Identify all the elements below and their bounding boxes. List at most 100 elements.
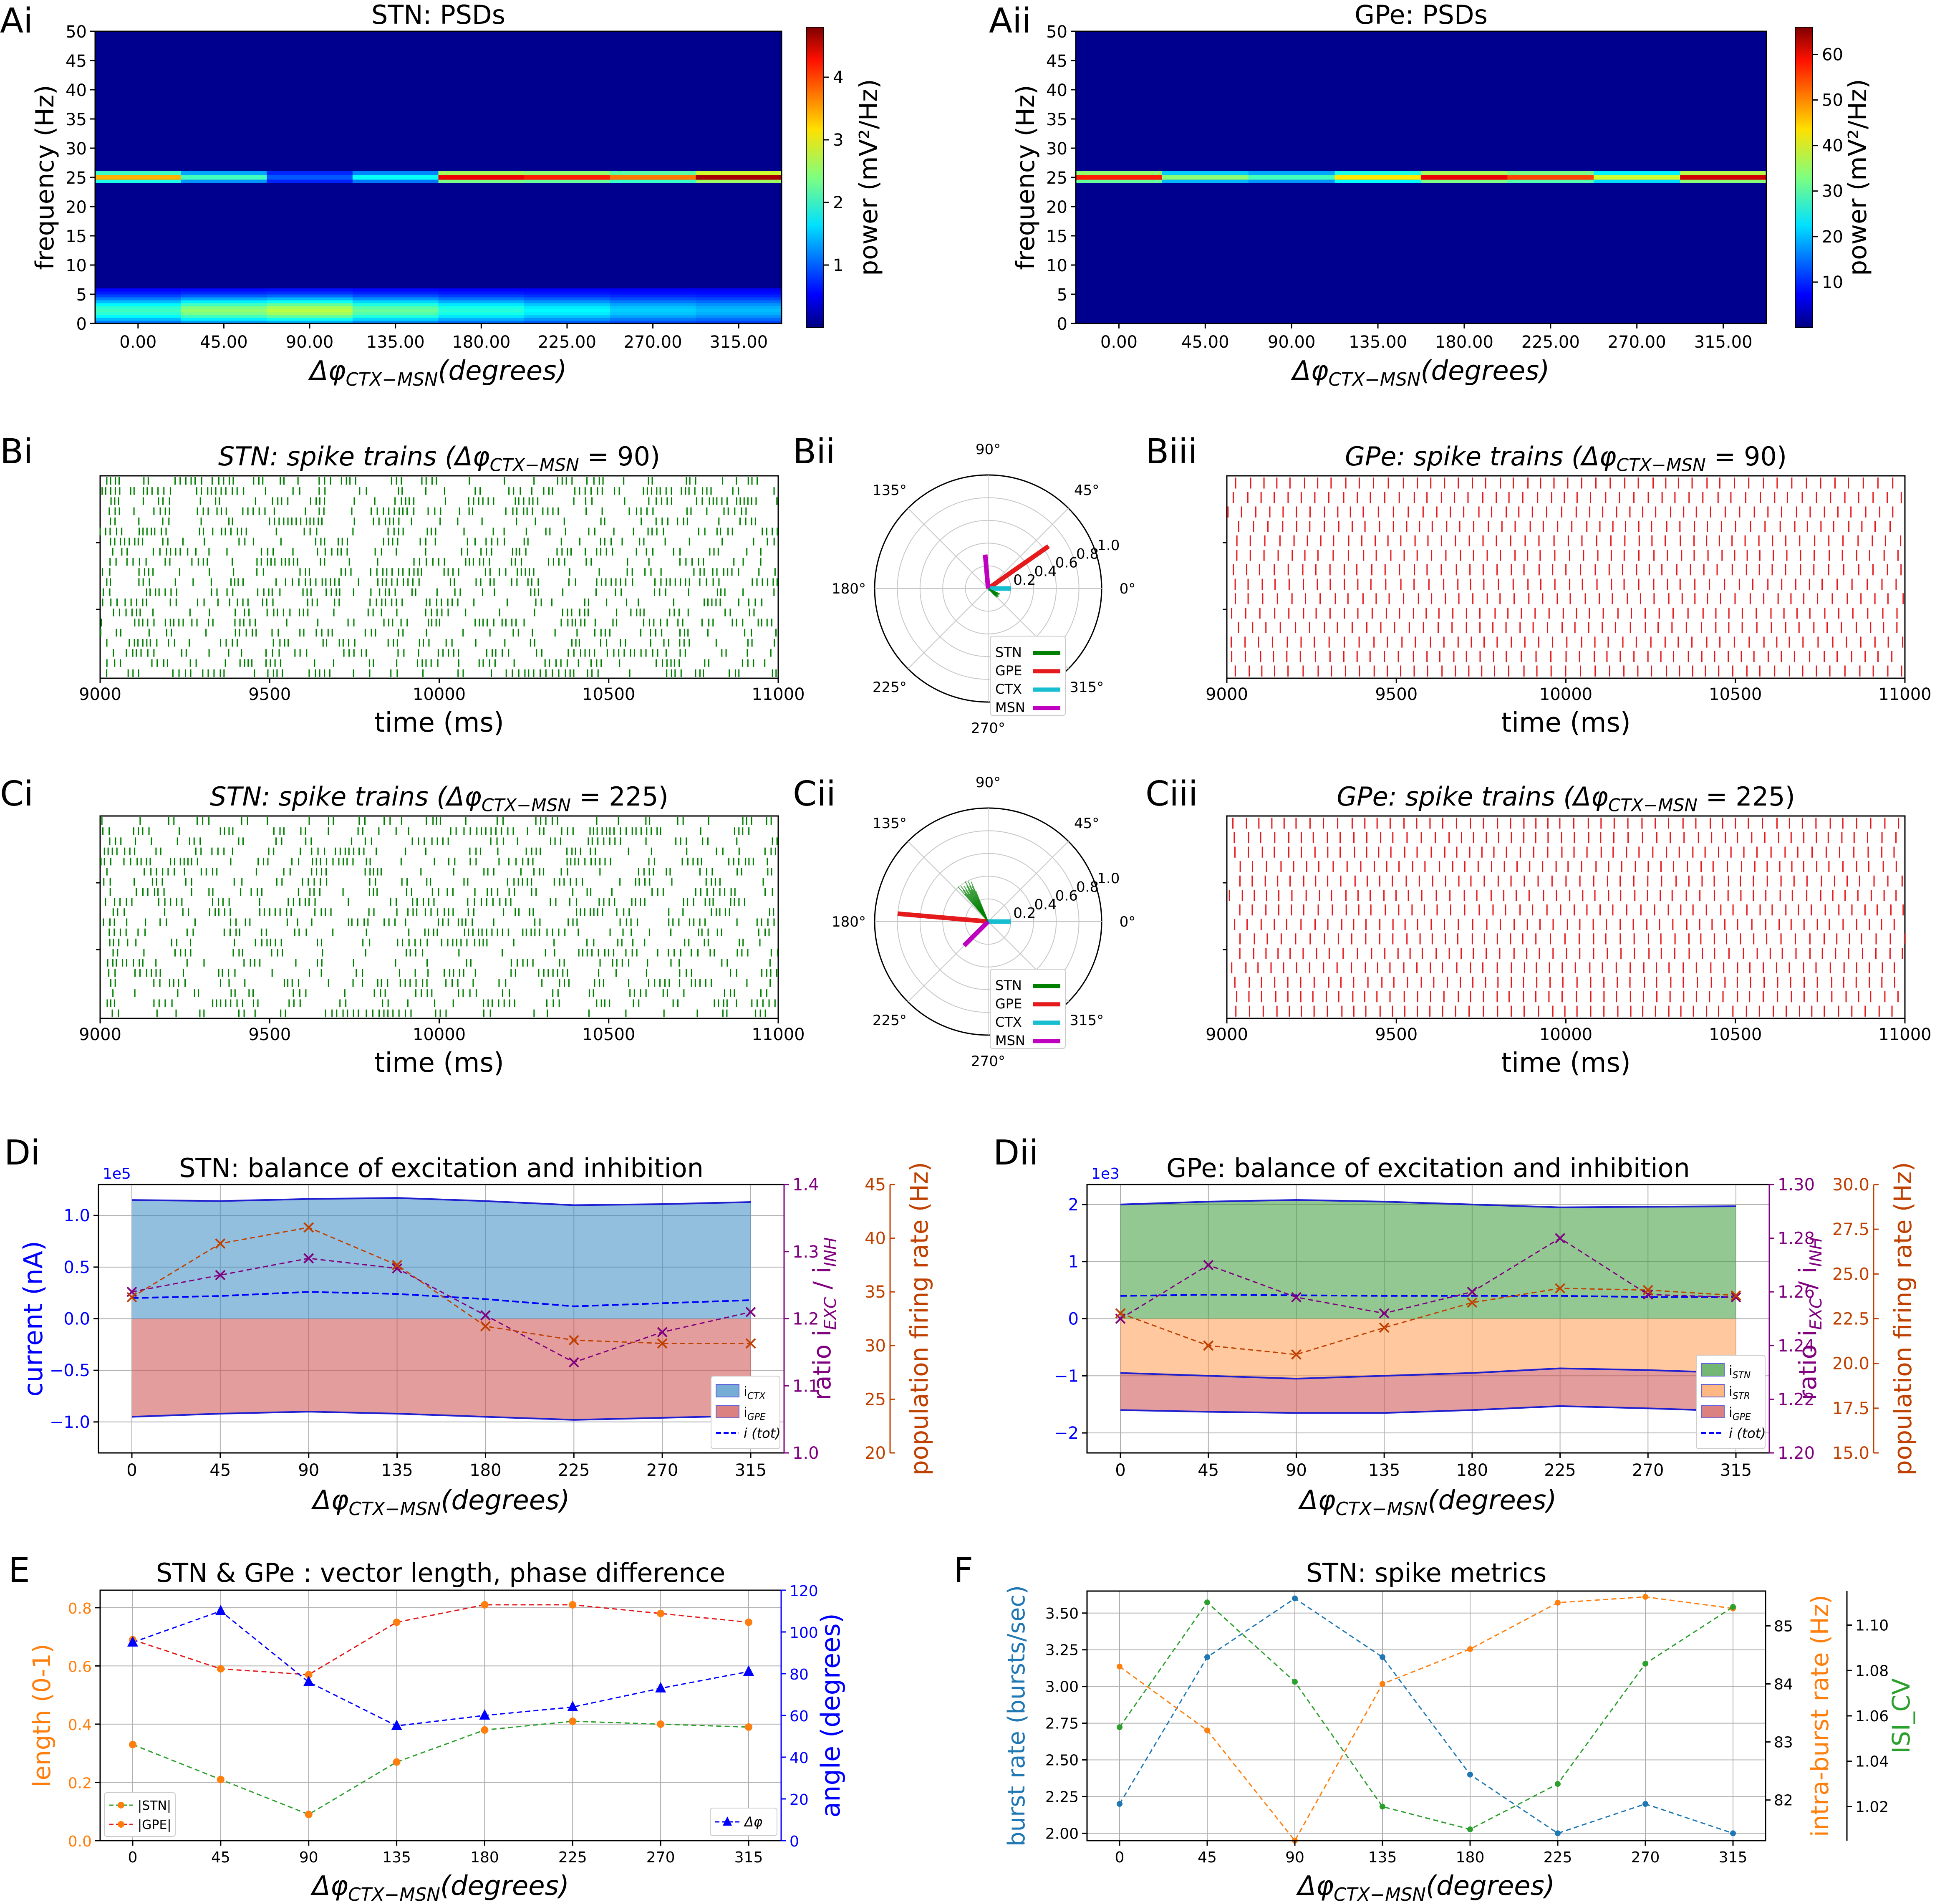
x-tick-label: 315.00 <box>709 333 768 352</box>
heatmap-cell <box>524 318 610 321</box>
y-tick-label: 2.75 <box>1045 1715 1079 1733</box>
y-tick-label: 0.5 <box>63 1258 90 1277</box>
vector-gpe <box>897 911 989 924</box>
heatmap-cell <box>610 288 696 292</box>
heatmap-cell <box>267 300 353 303</box>
phase-marker <box>215 1605 226 1615</box>
plot-frame <box>99 475 779 679</box>
chart-Bi: 9000 9500 10000 10500 11000 STN: spike trains… <box>79 441 805 738</box>
right-tick-label: 83 <box>1774 1734 1793 1751</box>
chart-Cii: 90° 45° 0° 315° 270° 225° 180° 135° 0.20.40.60.8… <box>832 774 1135 1070</box>
ratio-marker <box>392 1263 402 1274</box>
x-tick-label: 0 <box>126 1461 137 1480</box>
heatmap-cell <box>267 306 353 309</box>
x-tick-label: 180 <box>470 1849 499 1866</box>
line-i-gpe <box>131 1411 751 1421</box>
ratio-axis-label: ratio iEXC / iINH <box>808 1237 840 1400</box>
heatmap-cell <box>95 315 182 318</box>
x-tick-label: 225 <box>1544 1461 1576 1480</box>
label-part: Δφ <box>311 1485 349 1516</box>
heatmap-cell <box>524 171 610 175</box>
chart-F: 2.00 2.25 2.50 2.75 3.00 3.25 3.50 82 83 84 85 1.02… <box>1003 1558 1915 1902</box>
chart-title: GPe: PSDs <box>1355 0 1488 30</box>
heatmap-cell <box>524 294 610 298</box>
legend-label: |STN| <box>138 1798 171 1813</box>
heatmap-cell <box>1162 179 1249 183</box>
heatmap-cell <box>181 315 267 318</box>
heatmap-cell <box>181 306 267 309</box>
label-part: GPe: spike trains (Δφ <box>1337 781 1608 812</box>
ratio-tick-label: 1.0 <box>792 1444 819 1463</box>
x-tick-label: 225 <box>1544 1849 1572 1866</box>
y-tick-label: 30 <box>1046 139 1067 159</box>
x-tick-label: 90.00 <box>1268 333 1316 352</box>
label-part: CTX−MSN <box>1336 1499 1428 1520</box>
x-tick-label: 90 <box>299 1849 318 1866</box>
line-gpe-length <box>132 1604 749 1675</box>
label-part: CTX−MSN <box>1608 795 1698 816</box>
x-tick-label: 135 <box>1368 1461 1400 1480</box>
legend-label: MSN <box>995 1033 1025 1048</box>
x-tick-label: 9500 <box>1375 685 1418 704</box>
label-part: CTX−MSN <box>1334 1884 1426 1902</box>
y-tick-label: 1.0 <box>63 1206 90 1225</box>
label-part: CTX−MSN <box>1329 369 1421 390</box>
polar-grid-spoke <box>988 508 1069 589</box>
panel-label-Aii: Aii <box>989 1 1032 41</box>
label-part: GPE <box>1733 1412 1751 1422</box>
rate-marker <box>1467 1297 1478 1308</box>
marker-burst-rate <box>1292 1595 1298 1601</box>
angle-tick-label: 80 <box>790 1666 809 1683</box>
heatmap-cell <box>1680 175 1767 180</box>
phase-marker <box>479 1709 490 1720</box>
ratio-marker <box>1555 1233 1565 1244</box>
x-tick-label: 90 <box>1285 1849 1304 1866</box>
y-tick-label: 5 <box>76 285 87 305</box>
heatmap-cell <box>696 312 782 315</box>
ratio-marker <box>1291 1292 1302 1303</box>
ratio-marker <box>303 1253 314 1264</box>
legend-box <box>990 969 1066 1049</box>
chart-title: STN: PSDs <box>371 0 505 30</box>
x-tick-label: 90.00 <box>286 333 334 352</box>
angle-label: 135° <box>873 482 907 499</box>
ratio-marker <box>215 1270 226 1281</box>
y-tick-label: 2.00 <box>1045 1825 1079 1842</box>
stn-marker <box>393 1758 401 1766</box>
x-tick-label: 315 <box>1720 1461 1752 1480</box>
x-tick-label: 9500 <box>248 1025 291 1044</box>
x-tick-label: 135 <box>382 1849 411 1866</box>
isi-tick-label: 1.08 <box>1855 1662 1889 1680</box>
heatmap-cell <box>181 171 267 175</box>
radial-label: 0.4 <box>1034 563 1057 580</box>
legend-swatch <box>1701 1405 1725 1418</box>
radial-label: 0.2 <box>1013 572 1036 589</box>
y-tick-label: −1 <box>1054 1367 1079 1386</box>
area-i-stn <box>1120 1200 1736 1319</box>
angle-label: 45° <box>1074 815 1099 832</box>
x-tick-label: 270.00 <box>1608 333 1666 352</box>
x-tick-label: 0 <box>1115 1461 1125 1480</box>
vector-msn <box>983 554 991 589</box>
area-i-str <box>1120 1319 1736 1379</box>
x-tick-label: 45.00 <box>200 333 248 352</box>
stn-marker <box>129 1740 136 1748</box>
rate-marker <box>1379 1322 1390 1333</box>
label-part: CTX−MSN <box>348 1884 440 1902</box>
y-tick-label: 1 <box>1068 1253 1079 1272</box>
line-stn-length <box>132 1720 749 1815</box>
heatmap-cell <box>438 300 525 303</box>
heatmap-cell <box>352 294 439 298</box>
heatmap-cell <box>267 318 353 321</box>
chart-E: 0.0 0.2 0.4 0.6 0.8 0 20 40 60 80 100 120 0 45 90 135 18… <box>28 1558 846 1902</box>
phase-marker <box>391 1720 402 1730</box>
heatmap-cell <box>524 291 610 295</box>
colorbar-tick-label: 2 <box>833 193 843 212</box>
angle-label: 180° <box>832 914 866 930</box>
label-part: i <box>1729 1363 1733 1379</box>
heatmap-cell <box>524 315 610 318</box>
angle-label: 0° <box>1120 914 1136 930</box>
ratio-marker <box>1730 1292 1741 1303</box>
heatmap-cell <box>352 309 439 312</box>
